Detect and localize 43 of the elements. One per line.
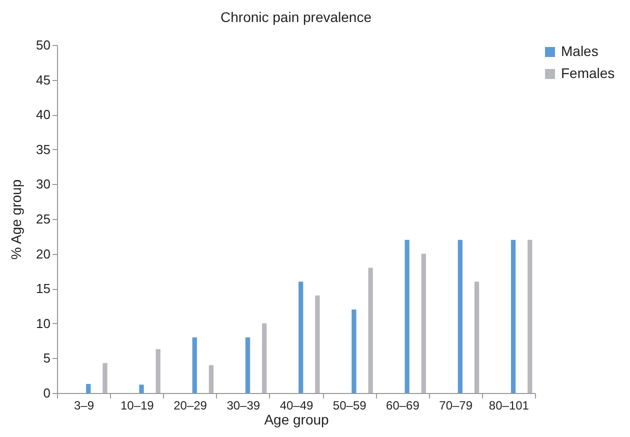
bar [262,323,267,393]
bar [368,268,373,393]
legend-label: Males [561,43,598,59]
bar [352,309,356,393]
y-tick-label: 35 [36,142,50,157]
y-tick-label: 25 [36,212,50,226]
x-tick-label: 70–79 [439,398,473,412]
y-tick-label: 20 [36,246,50,262]
x-tick-label: 40–49 [280,398,314,412]
x-tick-label: 20–29 [174,398,208,412]
chart-title: Chronic pain prevalence [220,9,372,25]
bar [208,365,214,393]
y-tick-label: 5 [43,350,50,366]
legend-label: Females [561,65,615,81]
bar [510,240,516,393]
x-tick-label: 80–101 [488,398,530,412]
bar [298,282,304,393]
x-tick-label: 30–39 [226,398,260,412]
bar [102,363,108,393]
y-tick-label: 30 [36,176,50,192]
bar [156,349,160,393]
bar [458,240,463,393]
bar [192,337,197,393]
y-tick-label: 40 [36,107,50,122]
y-axis-title: % Age group [8,179,24,260]
x-tick-label: 60–69 [386,398,420,412]
x-tick-label: 10–19 [120,398,154,412]
bar [528,240,532,393]
x-tick-label: 3–9 [74,398,94,412]
bar [139,384,144,393]
bar [421,254,426,393]
x-axis-title: Age group [264,412,330,428]
bar [86,384,91,393]
bar [245,337,250,393]
bar [404,240,410,393]
y-tick-label: 10 [36,316,50,331]
x-tick-label: 50–59 [332,398,367,412]
y-tick-label: 50 [36,38,50,52]
y-tick-label: 15 [36,281,50,296]
bar [315,296,320,393]
bar [474,282,480,393]
y-tick-label: 0 [43,386,50,400]
y-tick-label: 45 [36,72,50,88]
